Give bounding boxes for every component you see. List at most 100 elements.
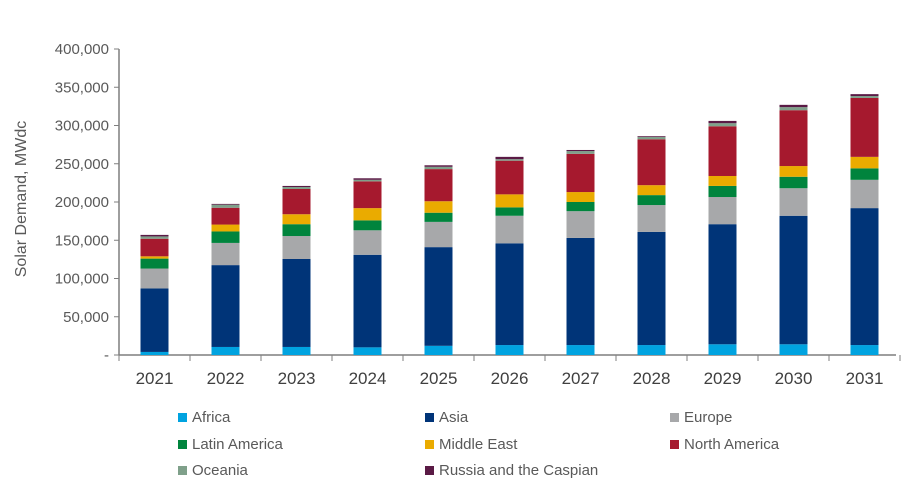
bar-segment-asia <box>353 254 382 348</box>
bar-segment-latin-america <box>779 176 808 189</box>
bar-segment-europe <box>424 221 453 248</box>
bar-segment-europe <box>566 211 595 238</box>
bar-segment-latin-america <box>282 224 311 237</box>
bar-segment-north-america <box>211 207 240 225</box>
bar-segment-middle-east <box>850 156 879 169</box>
y-tick-label: 350,000 <box>55 79 109 96</box>
bar-segment-russia-and-the-caspian <box>495 156 524 160</box>
bar-segment-europe <box>850 179 879 209</box>
bar-segment-north-america <box>424 169 453 202</box>
bar-segment-africa <box>637 345 666 355</box>
bar-segment-russia-and-the-caspian <box>637 136 666 137</box>
bar-segment-north-america <box>779 110 808 167</box>
bar-segment-latin-america <box>850 168 879 180</box>
bar-segment-russia-and-the-caspian <box>850 94 879 97</box>
bar-segment-oceania <box>637 136 666 140</box>
x-tick-label: 2028 <box>633 369 671 388</box>
y-tick-label: 300,000 <box>55 118 109 135</box>
bar-segment-north-america <box>850 97 879 157</box>
x-tick-label: 2031 <box>846 369 884 388</box>
x-tick-label: 2023 <box>278 369 316 388</box>
bar-segment-middle-east <box>211 224 240 232</box>
bar-segment-oceania <box>140 236 169 239</box>
bar-segment-north-america <box>140 238 169 257</box>
x-tick-label: 2022 <box>207 369 245 388</box>
bar-segment-middle-east <box>353 208 382 221</box>
bar-segment-latin-america <box>211 231 240 243</box>
bar-segment-middle-east <box>779 166 808 177</box>
bar-segment-oceania <box>211 204 240 208</box>
bar-segment-asia <box>850 208 879 346</box>
bar-segment-russia-and-the-caspian <box>353 178 382 180</box>
bar-segment-latin-america <box>140 258 169 269</box>
bar-segment-oceania <box>353 179 382 182</box>
bar-segment-north-america <box>282 188 311 215</box>
y-tick-label: 400,000 <box>55 41 109 58</box>
bar-segment-africa <box>708 344 737 355</box>
bar-segment-asia <box>566 237 595 346</box>
y-tick-label: - <box>104 347 109 364</box>
bar-segment-latin-america <box>495 207 524 216</box>
bar-segment-europe <box>495 215 524 244</box>
bar-segment-north-america <box>637 139 666 186</box>
bar-segment-africa <box>353 347 382 355</box>
y-axis-label: Solar Demand, MWdc <box>13 120 30 278</box>
bar-segment-africa <box>779 344 808 355</box>
bar-segment-africa <box>282 346 311 355</box>
y-tick-label: 200,000 <box>55 194 109 211</box>
bar-segment-middle-east <box>140 256 169 259</box>
bar-segment-asia <box>779 215 808 345</box>
bar-segment-north-america <box>353 181 382 209</box>
bar-segment-asia <box>637 231 666 346</box>
bar-segment-middle-east <box>282 214 311 225</box>
bar-segment-asia <box>708 224 737 345</box>
x-tick-label: 2029 <box>704 369 742 388</box>
bar-segment-oceania <box>779 107 808 111</box>
x-tick-label: 2025 <box>420 369 458 388</box>
bar-segment-middle-east <box>424 201 453 213</box>
bar-segment-russia-and-the-caspian <box>708 120 737 124</box>
x-tick-label: 2027 <box>562 369 600 388</box>
bar-segment-russia-and-the-caspian <box>779 104 808 108</box>
bar-segment-europe <box>211 242 240 266</box>
y-tick-label: 250,000 <box>55 156 109 173</box>
bar-segment-africa <box>566 345 595 355</box>
bar-segment-europe <box>779 188 808 216</box>
bar-segment-asia <box>282 258 311 347</box>
bar-segment-latin-america <box>708 185 737 198</box>
x-tick-label: 2030 <box>775 369 813 388</box>
bar-segment-russia-and-the-caspian <box>566 149 595 152</box>
bar-segment-oceania <box>566 151 595 154</box>
bar-segment-europe <box>708 197 737 225</box>
bar-segment-africa <box>850 345 879 355</box>
bar-segment-oceania <box>282 187 311 189</box>
bar-segment-africa <box>424 345 453 355</box>
bar-segment-russia-and-the-caspian <box>211 203 240 205</box>
bar-segment-latin-america <box>353 220 382 231</box>
bar-segment-europe <box>140 268 169 289</box>
bar-segment-asia <box>424 247 453 346</box>
bar-segment-africa <box>140 351 169 355</box>
bar-segment-russia-and-the-caspian <box>140 234 169 237</box>
bar-segment-asia <box>211 265 240 347</box>
bar-segment-north-america <box>495 160 524 195</box>
bar-segment-middle-east <box>495 194 524 208</box>
y-tick-label: 150,000 <box>55 232 109 249</box>
x-tick-label: 2021 <box>136 369 174 388</box>
bar-segment-europe <box>282 236 311 259</box>
bar-segment-asia <box>495 243 524 346</box>
bar-segment-latin-america <box>424 212 453 222</box>
x-tick-label: 2026 <box>491 369 529 388</box>
x-tick-label: 2024 <box>349 369 387 388</box>
bar-segment-north-america <box>566 153 595 193</box>
bar-segment-latin-america <box>566 202 595 212</box>
bar-segment-asia <box>140 288 169 352</box>
bar-segment-russia-and-the-caspian <box>282 185 311 188</box>
bar-segment-oceania <box>850 96 879 98</box>
bar-segment-europe <box>353 230 382 255</box>
bar-segment-middle-east <box>708 175 737 186</box>
bar-segment-oceania <box>495 159 524 161</box>
y-tick-label: 100,000 <box>55 271 109 288</box>
y-tick-label: 50,000 <box>63 309 109 326</box>
